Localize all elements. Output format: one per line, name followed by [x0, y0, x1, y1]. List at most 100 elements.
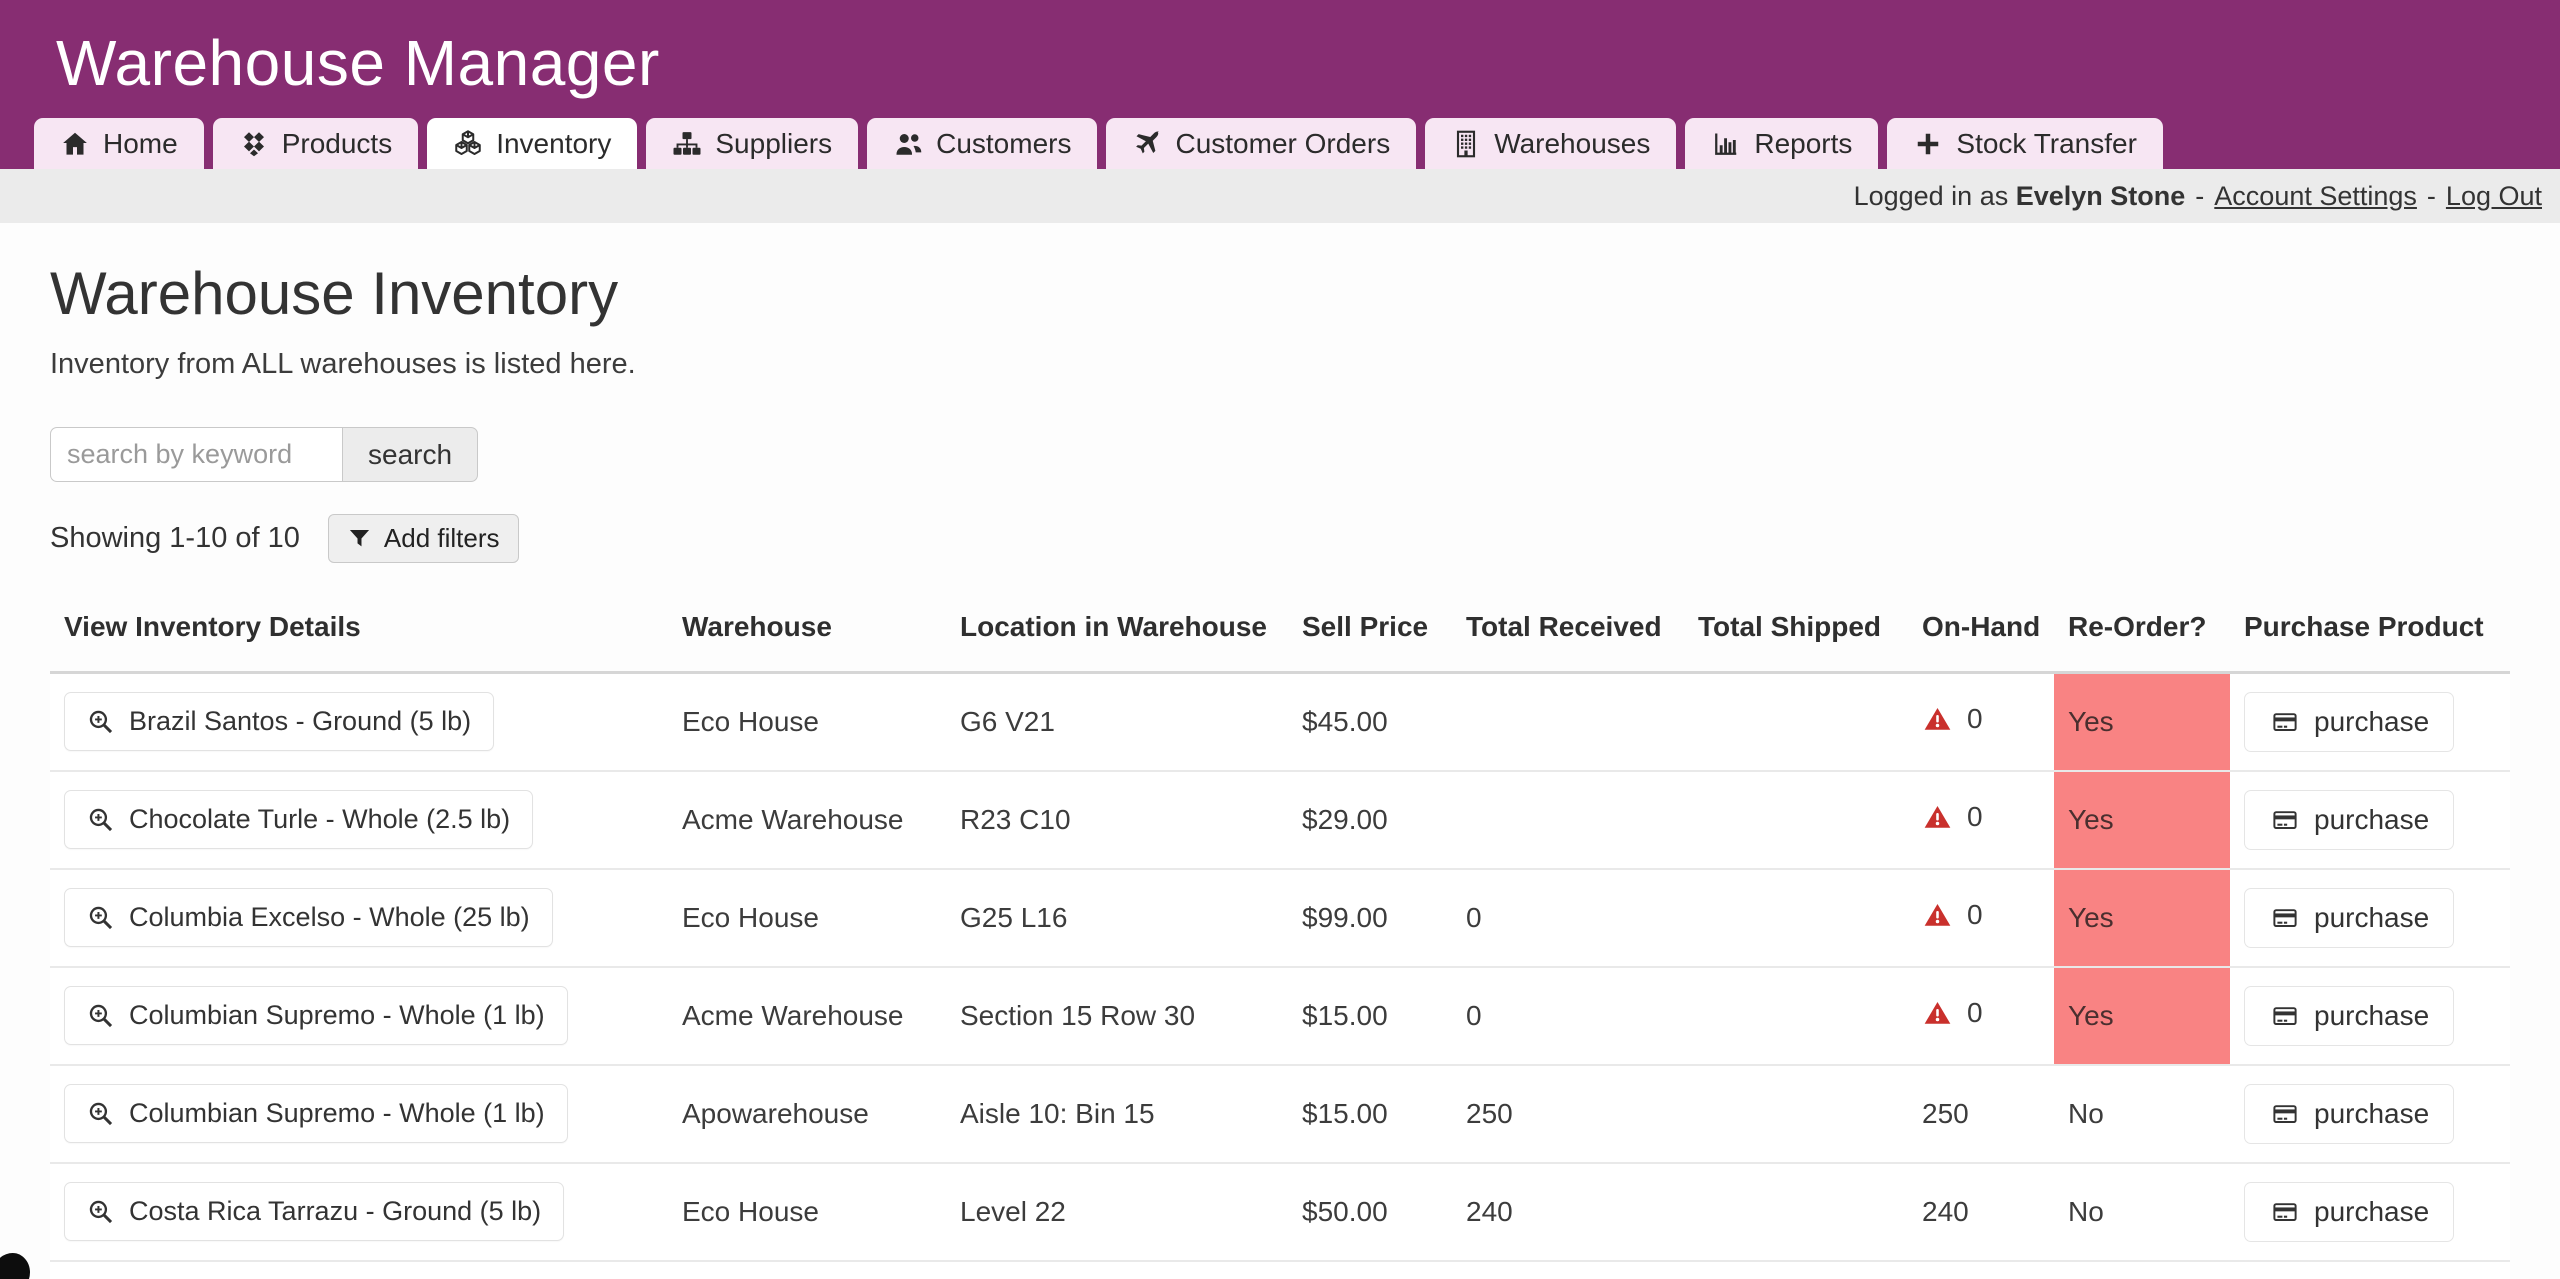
credit-card-icon: [2269, 807, 2301, 833]
logged-in-prefix: Logged in as: [1854, 181, 2009, 212]
cubes-icon: [453, 129, 483, 159]
on-hand-value: 240: [1922, 1196, 1969, 1227]
total-shipped-cell: [1684, 1163, 1908, 1261]
tab-customer-orders[interactable]: Customer Orders: [1106, 118, 1416, 169]
view-details-button[interactable]: Columbian Supremo - Whole (1 lb): [64, 986, 568, 1045]
add-filters-button[interactable]: Add filters: [328, 514, 519, 563]
purchase-button[interactable]: purchase: [2244, 1084, 2454, 1144]
tab-label: Warehouses: [1494, 128, 1650, 160]
tab-home[interactable]: Home: [34, 118, 204, 169]
warehouse-cell: Acme Warehouse: [668, 771, 946, 869]
on-hand-value: 250: [1922, 1098, 1969, 1129]
total-received-cell: 250: [1452, 1065, 1684, 1163]
warning-triangle-icon: [1922, 803, 1953, 831]
warehouse-cell: Apowarehouse: [668, 1065, 946, 1163]
purchase-button[interactable]: purchase: [2244, 986, 2454, 1046]
main-nav: HomeProducts Inventory Suppliers CustomersC…: [34, 118, 2163, 169]
log-out-link[interactable]: Log Out: [2446, 181, 2542, 212]
purchase-cell: purchase: [2230, 771, 2510, 869]
table-row: Costa Rica Tarrazu - Ground (5 lb) Eco H…: [50, 1163, 2510, 1261]
table-row: Brazil Santos - Ground (5 lb) Eco House …: [50, 673, 2510, 771]
search-input[interactable]: [50, 427, 342, 482]
view-details-cell: Chocolate Turle - Whole (2.5 lb): [50, 771, 668, 869]
warehouse-cell: Eco House: [668, 869, 946, 967]
app-header: Warehouse Manager HomeProductsInventoryS…: [0, 0, 2560, 169]
view-details-button[interactable]: Costa Rica Tarrazu - Ground (5 lb): [64, 1182, 564, 1241]
col-header-total-received: Total Received: [1452, 611, 1684, 673]
purchase-button[interactable]: purchase: [2244, 790, 2454, 850]
total-shipped-cell: [1684, 771, 1908, 869]
total-received-cell: [1452, 771, 1684, 869]
results-row: Showing 1-10 of 10 Add filters: [50, 514, 2510, 563]
purchase-button[interactable]: purchase: [2244, 1182, 2454, 1242]
purchase-label: purchase: [2314, 1196, 2429, 1228]
product-name: Columbian Supremo - Whole (1 lb): [129, 1000, 545, 1031]
on-hand-cell: 250: [1908, 1065, 2054, 1163]
view-details-button[interactable]: Chocolate Turle - Whole (2.5 lb): [64, 790, 533, 849]
product-name: Brazil Santos - Ground (5 lb): [129, 706, 471, 737]
separator: -: [2427, 181, 2436, 212]
reorder-cell: No: [2054, 1065, 2230, 1163]
col-header-view-details: View Inventory Details: [50, 611, 668, 673]
col-header-reorder: Re-Order?: [2054, 611, 2230, 673]
purchase-cell: purchase: [2230, 967, 2510, 1065]
search-plus-icon: [87, 904, 115, 932]
purchase-label: purchase: [2314, 804, 2429, 836]
view-details-button[interactable]: Brazil Santos - Ground (5 lb): [64, 692, 494, 751]
plane-icon: [1132, 129, 1162, 159]
purchase-label: purchase: [2314, 902, 2429, 934]
sell-price-cell: $50.00: [1288, 1163, 1452, 1261]
search-button[interactable]: search: [342, 427, 478, 482]
search-plus-icon: [87, 1100, 115, 1128]
tab-label: Inventory: [496, 128, 611, 160]
view-details-cell: Columbian Supremo - Whole (1 lb): [50, 967, 668, 1065]
purchase-cell: purchase: [2230, 1163, 2510, 1261]
view-details-button[interactable]: Columbian Supremo - Whole (1 lb): [64, 1084, 568, 1143]
col-header-on-hand: On-Hand: [1908, 611, 2054, 673]
search-plus-icon: [87, 1198, 115, 1226]
view-details-cell: Columbia Excelso - Whole (25 lb): [50, 869, 668, 967]
location-cell: G25 L16: [946, 869, 1288, 967]
search-plus-icon: [87, 708, 115, 736]
table-row: Columbian Supremo - Whole (1 lb) Apoware…: [50, 1065, 2510, 1163]
tab-products[interactable]: Products: [213, 118, 419, 169]
purchase-label: purchase: [2314, 706, 2429, 738]
product-name: Columbia Excelso - Whole (25 lb): [129, 902, 530, 933]
on-hand-cell: 0: [1908, 673, 2054, 771]
warehouse-cell: Acme Warehouse: [668, 1261, 946, 1279]
credit-card-icon: [2269, 1101, 2301, 1127]
sitemap-icon: [672, 129, 702, 159]
purchase-button[interactable]: purchase: [2244, 692, 2454, 752]
view-details-cell: French Roast - Whole (1 lb): [50, 1261, 668, 1279]
total-received-cell: 400: [1452, 1261, 1684, 1279]
search-row: search: [50, 427, 2510, 482]
tab-reports[interactable]: Reports: [1685, 118, 1878, 169]
product-name: Columbian Supremo - Whole (1 lb): [129, 1098, 545, 1129]
tab-customers[interactable]: Customers: [867, 118, 1097, 169]
tab-suppliers[interactable]: Suppliers: [646, 118, 858, 169]
tab-warehouses[interactable]: Warehouses: [1425, 118, 1676, 169]
tab-inventory[interactable]: Inventory: [427, 118, 637, 169]
warehouse-cell: Acme Warehouse: [668, 967, 946, 1065]
view-details-button[interactable]: Columbia Excelso - Whole (25 lb): [64, 888, 553, 947]
total-received-cell: [1452, 673, 1684, 771]
location-cell: Level 22: [946, 1163, 1288, 1261]
location-cell: Section 15 Row 30: [946, 967, 1288, 1065]
total-received-cell: 0: [1452, 869, 1684, 967]
total-received-cell: 240: [1452, 1163, 1684, 1261]
purchase-cell: purchase: [2230, 1065, 2510, 1163]
account-settings-link[interactable]: Account Settings: [2214, 181, 2417, 212]
tab-label: Stock Transfer: [1956, 128, 2137, 160]
purchase-button[interactable]: purchase: [2244, 888, 2454, 948]
tab-label: Suppliers: [715, 128, 832, 160]
total-shipped-cell: [1684, 673, 1908, 771]
warning-triangle-icon: [1922, 999, 1953, 1027]
home-icon: [60, 129, 90, 159]
table-row: French Roast - Whole (1 lb) Acme Warehou…: [50, 1261, 2510, 1279]
logged-in-username: Evelyn Stone: [2016, 181, 2186, 212]
on-hand-value: 0: [1967, 997, 1983, 1029]
purchase-label: purchase: [2314, 1000, 2429, 1032]
tab-stock-transfer[interactable]: Stock Transfer: [1887, 118, 2163, 169]
search-plus-icon: [87, 1002, 115, 1030]
table-row: Columbian Supremo - Whole (1 lb) Acme Wa…: [50, 967, 2510, 1065]
